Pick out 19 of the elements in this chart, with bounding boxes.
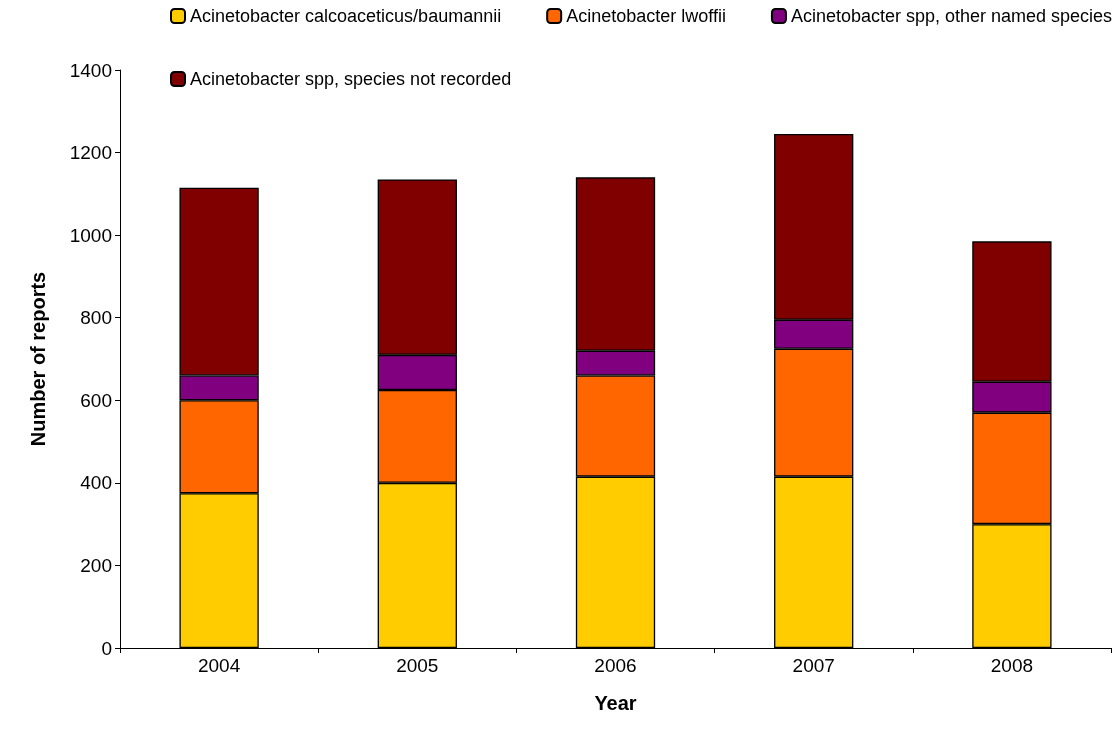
- y-tick-label: 1200: [69, 142, 112, 164]
- y-tick-label: 600: [80, 389, 112, 411]
- y-axis-title: Number of reports: [27, 271, 49, 447]
- x-tick-label: 2005: [396, 655, 439, 676]
- y-tick-label: 0: [101, 637, 112, 659]
- x-tick-label: 2006: [594, 655, 637, 676]
- legend-label: Acinetobacter calcoaceticus/baumannii: [190, 6, 502, 26]
- y-tick-label: 1000: [69, 224, 112, 246]
- x-tick-label: 2007: [792, 655, 835, 676]
- legend-label: Acinetobacter lwoffii: [566, 6, 726, 26]
- legend-label: Acinetobacter spp, other named species: [790, 6, 1113, 26]
- x-tick-label: 2008: [990, 655, 1034, 676]
- y-tick-label: 400: [80, 472, 112, 494]
- x-axis-title: Year: [594, 692, 637, 714]
- y-tick-label: 800: [80, 307, 112, 329]
- y-tick-label: 200: [80, 554, 112, 576]
- y-tick-label: 1400: [69, 59, 112, 81]
- x-tick-label: 2004: [197, 655, 241, 676]
- legend-label: Acinetobacter spp, species not recorded: [190, 69, 512, 89]
